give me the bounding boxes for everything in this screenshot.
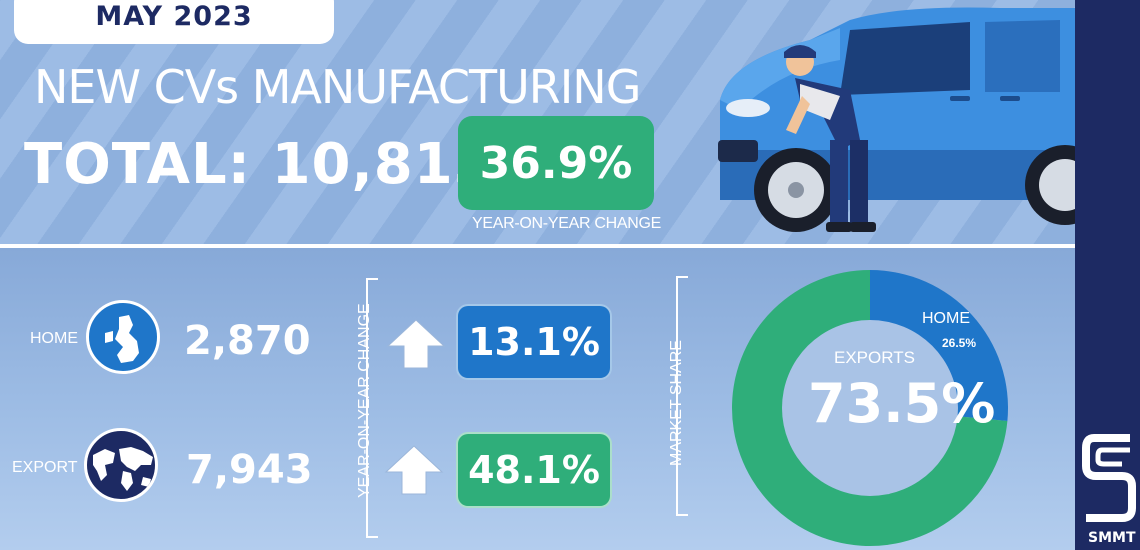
uk-map-icon: [86, 300, 160, 374]
world-map-icon: [84, 428, 158, 502]
donut-home-name: HOME: [922, 310, 970, 327]
page-title: NEW CVs MANUFACTURING: [34, 60, 641, 114]
export-up-arrow-icon: [384, 445, 444, 495]
total-line: TOTAL: 10,813: [24, 132, 494, 197]
total-label: TOTAL:: [24, 132, 252, 197]
donut-exports-pct: 73.5%: [808, 372, 996, 435]
yoy-caption: YEAR-ON-YEAR CHANGE: [472, 215, 661, 232]
export-yoy-value: 48.1%: [468, 448, 600, 492]
month-label: MAY 2023: [95, 1, 253, 32]
share-bracket: [676, 276, 688, 516]
total-yoy-badge: 36.9%: [458, 116, 654, 210]
export-yoy-badge: 48.1%: [456, 432, 612, 508]
van-mechanic-illustration: [718, 7, 1075, 232]
home-up-arrow-icon: [386, 319, 446, 369]
total-yoy-value: 36.9%: [479, 137, 633, 189]
yoy-bracket: [366, 278, 378, 538]
share-axis-label: MARKET SHARE: [668, 340, 685, 466]
home-label: HOME: [30, 330, 78, 347]
month-badge: MAY 2023: [14, 0, 334, 44]
smmt-logo-icon: [1082, 434, 1136, 522]
section-divider: [0, 244, 1075, 248]
market-share-donut: [732, 270, 1008, 546]
export-label: EXPORT: [12, 459, 78, 476]
home-yoy-value: 13.1%: [468, 320, 600, 364]
smmt-logo-text: SMMT: [1088, 530, 1136, 546]
export-value: 7,943: [186, 447, 313, 493]
donut-exports-name: EXPORTS: [834, 348, 915, 367]
donut-home-pct: 26.5%: [942, 336, 977, 350]
home-yoy-badge: 13.1%: [456, 304, 612, 380]
home-value: 2,870: [184, 318, 311, 364]
total-value: 10,813: [271, 132, 494, 197]
yoy-axis-label: YEAR-ON-YEAR CHANGE: [356, 303, 373, 498]
donut-hole: [782, 320, 958, 496]
